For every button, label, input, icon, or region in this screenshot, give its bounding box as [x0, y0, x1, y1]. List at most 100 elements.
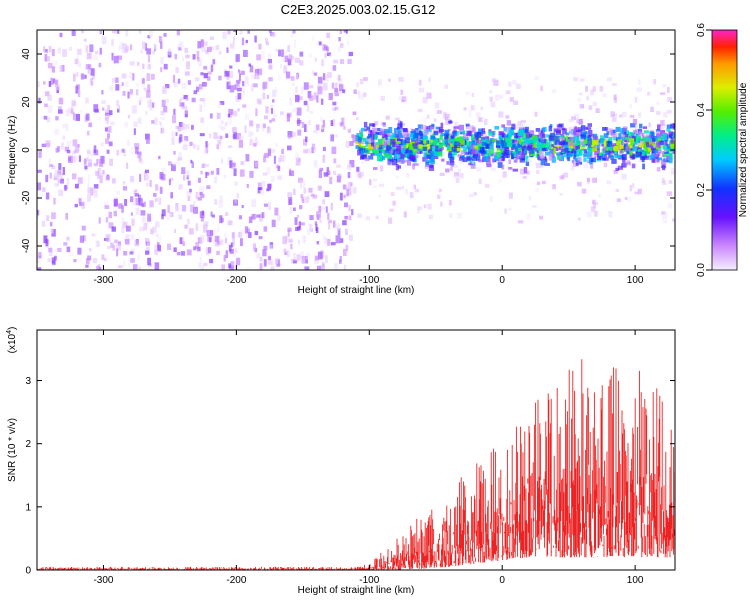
heatmap-cell: [146, 90, 151, 98]
heatmap-cell: [515, 132, 519, 139]
heatmap-cell: [313, 72, 318, 76]
heatmap-cell: [66, 246, 71, 253]
heatmap-cell: [317, 86, 323, 95]
heatmap-cell: [147, 213, 152, 222]
heatmap-cell: [641, 133, 645, 139]
heatmap-cell: [200, 117, 205, 123]
heatmap-cell: [537, 148, 540, 154]
heatmap-cell: [536, 142, 542, 148]
heatmap-cell: [232, 126, 237, 133]
heatmap-cell: [458, 157, 463, 161]
heatmap-cell: [333, 170, 337, 176]
heatmap-cell: [656, 139, 661, 142]
heatmap-cell: [200, 217, 204, 222]
heatmap-cell: [658, 140, 665, 146]
heatmap-cell: [44, 49, 48, 53]
heatmap-cell: [608, 128, 613, 133]
heatmap-cell: [134, 189, 138, 193]
heatmap-cell: [138, 97, 143, 103]
heatmap-cell: [478, 178, 482, 185]
heatmap-cell: [322, 119, 325, 127]
heatmap-cell: [83, 158, 87, 165]
heatmap-cell: [122, 186, 128, 191]
heatmap-cell: [99, 267, 102, 270]
heatmap-cell: [339, 192, 343, 201]
heatmap-cell: [235, 95, 240, 102]
heatmap-cell: [471, 134, 475, 141]
heatmap-cell: [448, 120, 453, 124]
x-tick-label: -100: [359, 275, 379, 286]
heatmap-cell: [184, 71, 190, 76]
heatmap-cell: [357, 93, 361, 100]
heatmap-cell: [520, 152, 525, 159]
heatmap-cell: [573, 136, 579, 142]
heatmap-cell: [183, 140, 187, 146]
heatmap-cell: [248, 130, 252, 138]
heatmap-cell: [577, 217, 581, 221]
heatmap-cell: [139, 198, 143, 206]
heatmap-cell: [129, 61, 135, 66]
heatmap-cell: [85, 113, 90, 121]
heatmap-cell: [147, 100, 153, 108]
heatmap-cell: [478, 117, 483, 123]
heatmap-cell: [417, 131, 423, 137]
heatmap-cell: [337, 46, 342, 52]
heatmap-cell: [458, 140, 462, 144]
heatmap-cell: [453, 149, 459, 153]
heatmap-cell: [184, 47, 189, 54]
heatmap-cell: [233, 168, 237, 177]
heatmap-cell: [251, 83, 254, 92]
heatmap-cell: [200, 265, 204, 270]
heatmap-cell: [613, 145, 619, 152]
heatmap-cell: [43, 81, 46, 85]
heatmap-cell: [77, 177, 83, 184]
heatmap-cell: [606, 141, 611, 147]
heatmap-cell: [641, 157, 645, 163]
heatmap-cell: [160, 110, 165, 116]
snr-frame: [36, 329, 676, 571]
heatmap-cell: [124, 121, 128, 128]
heatmap-cell: [281, 148, 284, 155]
heatmap-cell: [539, 215, 544, 220]
heatmap-cell: [489, 96, 493, 102]
svg-text:(x104): (x104): [6, 327, 18, 354]
heatmap-cell: [605, 150, 611, 155]
heatmap-cell: [614, 154, 620, 158]
heatmap-cell: [240, 70, 245, 75]
heatmap-cell: [308, 120, 311, 125]
heatmap-cell: [191, 97, 196, 103]
heatmap-cell: [345, 140, 350, 148]
heatmap-cell: [296, 120, 302, 124]
heatmap-cell: [336, 164, 341, 168]
heatmap-cell: [615, 188, 620, 192]
heatmap-cell: [621, 163, 627, 168]
heatmap-cell: [529, 146, 535, 150]
heatmap-cell: [73, 156, 76, 163]
heatmap-cell: [333, 59, 338, 64]
heatmap-cell: [581, 188, 587, 194]
heatmap-cell: [121, 225, 125, 234]
heatmap-cell: [59, 32, 63, 38]
heatmap-cell: [219, 141, 222, 150]
heatmap-cell: [252, 83, 258, 88]
heatmap-cell: [324, 191, 330, 197]
heatmap-cell: [508, 159, 511, 165]
heatmap-cell: [316, 265, 322, 270]
heatmap-cell: [116, 190, 120, 195]
heatmap-cell: [342, 220, 347, 226]
heatmap-cell: [86, 130, 90, 136]
heatmap-cell: [44, 103, 48, 108]
heatmap-cell: [104, 116, 109, 121]
heatmap-cell: [542, 133, 545, 138]
heatmap-cell: [57, 178, 62, 184]
heatmap-cell: [580, 135, 586, 140]
heatmap-cell: [264, 152, 270, 158]
heatmap-cell: [145, 246, 148, 251]
heatmap-cell: [415, 138, 419, 146]
heatmap-cell: [155, 233, 159, 237]
heatmap-cell: [122, 181, 126, 185]
heatmap-cell: [495, 94, 499, 101]
heatmap-cell: [504, 134, 509, 138]
heatmap-cell: [221, 264, 225, 270]
